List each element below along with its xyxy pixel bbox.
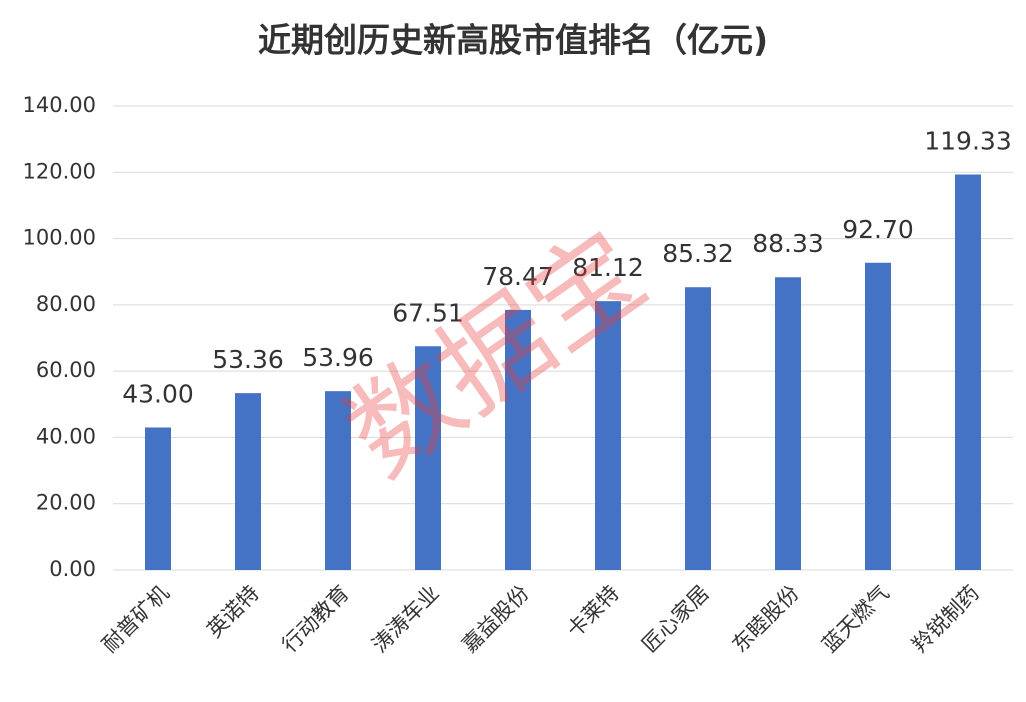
x-tick-label: 匠心家居 xyxy=(637,581,713,657)
value-label: 119.33 xyxy=(924,127,1011,156)
x-tick-label: 东睦股份 xyxy=(727,581,803,657)
bar xyxy=(505,309,531,570)
x-tick-label: 卡莱特 xyxy=(562,581,624,643)
y-tick-label: 120.00 xyxy=(23,159,96,183)
x-tick-label: 耐普矿机 xyxy=(97,581,173,657)
value-label: 67.51 xyxy=(392,298,464,327)
bar xyxy=(685,287,711,570)
y-tick-label: 80.00 xyxy=(36,292,96,316)
y-tick-label: 140.00 xyxy=(23,93,96,117)
value-label: 88.33 xyxy=(752,229,824,258)
x-tick-label: 蓝天燃气 xyxy=(817,581,893,657)
x-tick-label: 涛涛车业 xyxy=(367,581,443,657)
bar xyxy=(415,346,441,570)
value-label: 78.47 xyxy=(482,262,554,291)
y-tick-label: 0.00 xyxy=(49,557,96,581)
bar xyxy=(325,391,351,570)
chart-title: 近期创历史新高股市值排名（亿元) xyxy=(258,21,768,60)
x-tick-label: 行动教育 xyxy=(277,581,353,657)
bar xyxy=(775,277,801,570)
bar xyxy=(955,174,981,570)
value-label: 81.12 xyxy=(572,253,644,282)
y-tick-label: 20.00 xyxy=(36,491,96,515)
bar xyxy=(595,301,621,570)
y-tick-label: 100.00 xyxy=(23,226,96,250)
bar xyxy=(145,427,171,570)
bar xyxy=(235,393,261,570)
y-tick-label: 60.00 xyxy=(36,358,96,382)
x-tick-label: 嘉益股份 xyxy=(457,581,533,657)
value-label: 53.36 xyxy=(212,345,284,374)
value-label: 92.70 xyxy=(842,215,914,244)
value-label: 53.96 xyxy=(302,343,374,372)
value-label: 43.00 xyxy=(122,379,194,408)
value-label: 85.32 xyxy=(662,239,734,268)
x-tick-label: 英诺特 xyxy=(202,581,264,643)
bar xyxy=(865,262,891,570)
y-tick-label: 40.00 xyxy=(36,424,96,448)
x-tick-label: 羚锐制药 xyxy=(907,581,983,657)
